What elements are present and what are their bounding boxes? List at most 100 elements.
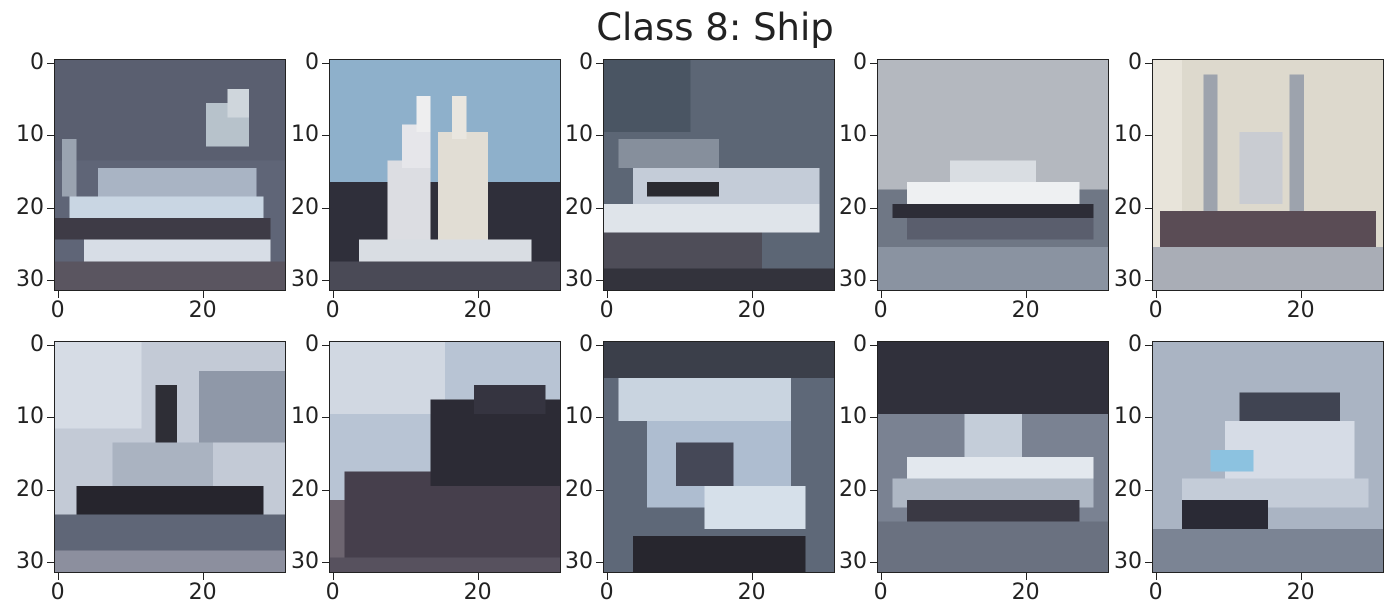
ship-image xyxy=(329,59,561,291)
x-tick-label: 20 xyxy=(737,580,766,605)
ship-image xyxy=(329,341,561,573)
x-tick-label: 0 xyxy=(599,580,614,605)
x-tick-label: 20 xyxy=(1286,580,1315,605)
y-tick-label: 20 xyxy=(565,476,593,502)
y-tick-mark xyxy=(47,489,54,491)
x-tick-mark xyxy=(1025,573,1027,580)
y-tick-mark xyxy=(322,207,329,209)
y-tick-mark xyxy=(870,344,877,346)
y-tick-label: 10 xyxy=(1114,404,1142,430)
y-tick-label: 30 xyxy=(16,267,44,293)
y-tick-mark xyxy=(1145,280,1152,282)
x-tick-label: 0 xyxy=(873,298,888,323)
y-tick-label: 20 xyxy=(16,194,44,220)
y-tick-label: 30 xyxy=(839,267,867,293)
y-tick-mark xyxy=(47,62,54,64)
y-tick-label: 30 xyxy=(565,267,593,293)
y-tick-mark xyxy=(47,344,54,346)
y-tick-mark xyxy=(870,207,877,209)
y-tick-mark xyxy=(596,280,603,282)
x-tick-label: 0 xyxy=(599,298,614,323)
x-tick-mark xyxy=(332,291,334,298)
y-tick-label: 20 xyxy=(839,194,867,220)
y-tick-mark xyxy=(322,489,329,491)
x-tick-mark xyxy=(880,573,882,580)
x-tick-mark xyxy=(880,291,882,298)
x-tick-label: 20 xyxy=(188,580,217,605)
y-tick-label: 20 xyxy=(291,476,319,502)
x-tick-mark xyxy=(202,291,204,298)
y-tick-label: 30 xyxy=(16,549,44,575)
ship-image xyxy=(54,341,286,573)
x-tick-mark xyxy=(332,573,334,580)
ship-image-panel-5: 0 10 20 30 0 20 xyxy=(1114,50,1384,323)
y-tick-label: 10 xyxy=(16,404,44,430)
x-tick-label: 20 xyxy=(463,298,492,323)
y-tick-mark xyxy=(322,417,329,419)
ship-image-panel-8: 0 10 20 30 0 20 xyxy=(565,332,835,605)
y-tick-mark xyxy=(322,280,329,282)
ship-image xyxy=(603,341,835,573)
ship-image xyxy=(1152,59,1384,291)
x-tick-mark xyxy=(202,573,204,580)
x-tick-label: 0 xyxy=(50,298,65,323)
y-tick-label: 0 xyxy=(579,331,593,357)
x-tick-mark xyxy=(1300,291,1302,298)
y-tick-label: 0 xyxy=(853,49,867,75)
x-tick-mark xyxy=(477,573,479,580)
y-tick-label: 0 xyxy=(305,49,319,75)
y-tick-mark xyxy=(47,135,54,137)
y-tick-label: 10 xyxy=(565,122,593,148)
y-tick-label: 20 xyxy=(565,194,593,220)
x-tick-mark xyxy=(57,573,59,580)
y-tick-label: 0 xyxy=(30,49,44,75)
x-tick-mark xyxy=(477,291,479,298)
y-tick-label: 10 xyxy=(291,404,319,430)
y-tick-mark xyxy=(596,417,603,419)
y-tick-mark xyxy=(1145,562,1152,564)
y-tick-label: 0 xyxy=(1128,331,1142,357)
y-tick-mark xyxy=(596,135,603,137)
y-tick-label: 20 xyxy=(1114,476,1142,502)
y-tick-mark xyxy=(870,417,877,419)
x-tick-label: 20 xyxy=(463,580,492,605)
y-tick-mark xyxy=(322,562,329,564)
ship-image-panel-6: 0 10 20 30 0 20 xyxy=(16,332,286,605)
ship-image xyxy=(877,341,1109,573)
y-tick-mark xyxy=(1145,135,1152,137)
y-tick-label: 30 xyxy=(839,549,867,575)
x-tick-label: 0 xyxy=(1148,298,1163,323)
x-tick-mark xyxy=(751,291,753,298)
y-tick-mark xyxy=(870,62,877,64)
y-tick-mark xyxy=(47,207,54,209)
y-tick-mark xyxy=(870,562,877,564)
y-tick-mark xyxy=(47,562,54,564)
y-tick-mark xyxy=(1145,62,1152,64)
y-tick-label: 30 xyxy=(291,267,319,293)
ship-image-panel-2: 0 10 20 30 0 20 xyxy=(291,50,561,323)
y-tick-label: 10 xyxy=(1114,122,1142,148)
figure-title: Class 8: Ship xyxy=(596,6,834,49)
y-tick-mark xyxy=(322,62,329,64)
y-tick-mark xyxy=(596,489,603,491)
y-tick-label: 30 xyxy=(291,549,319,575)
x-tick-label: 0 xyxy=(1148,580,1163,605)
x-tick-label: 20 xyxy=(737,298,766,323)
x-tick-mark xyxy=(606,573,608,580)
ship-image xyxy=(1152,341,1384,573)
y-tick-mark xyxy=(596,562,603,564)
x-tick-label: 20 xyxy=(188,298,217,323)
x-tick-label: 0 xyxy=(50,580,65,605)
y-tick-mark xyxy=(47,417,54,419)
y-tick-mark xyxy=(596,344,603,346)
y-tick-mark xyxy=(596,207,603,209)
x-tick-mark xyxy=(1155,573,1157,580)
y-tick-mark xyxy=(870,135,877,137)
y-tick-label: 20 xyxy=(839,476,867,502)
y-tick-label: 0 xyxy=(30,331,44,357)
ship-image-panel-3: 0 10 20 30 0 20 xyxy=(565,50,835,323)
x-tick-label: 0 xyxy=(873,580,888,605)
y-tick-label: 10 xyxy=(839,404,867,430)
x-tick-label: 20 xyxy=(1286,298,1315,323)
ship-image xyxy=(877,59,1109,291)
